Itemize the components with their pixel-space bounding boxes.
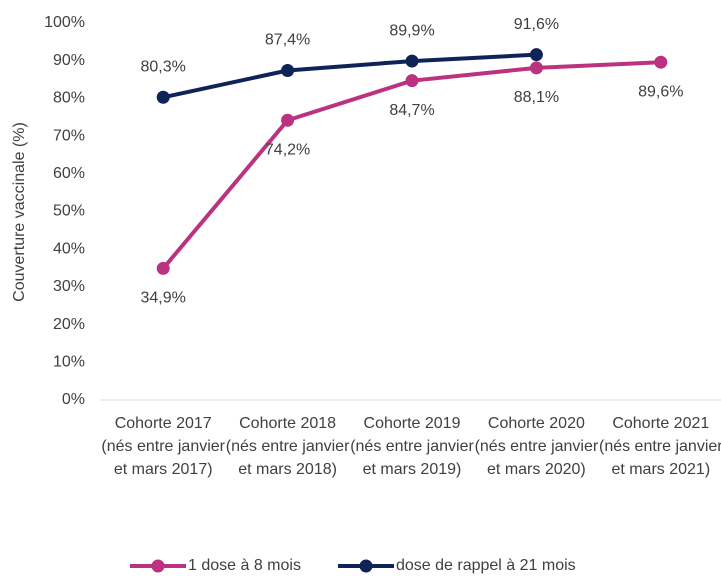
y-tick-label: 20%	[53, 316, 85, 333]
legend-label: 1 dose à 8 mois	[188, 557, 301, 574]
x-tick-label: Cohorte 2017 (nés entre janvier et mars …	[101, 415, 225, 478]
x-tick-label: Cohorte 2018 (nés entre janvier et mars …	[225, 415, 350, 478]
y-tick-label: 50%	[53, 203, 85, 220]
data-label: 87,4%	[265, 32, 310, 49]
point	[281, 113, 295, 127]
data-label: 91,6%	[514, 16, 559, 33]
point	[156, 90, 170, 104]
point	[405, 54, 419, 68]
y-tick-label: 60%	[53, 165, 85, 182]
y-tick-label: 30%	[53, 278, 85, 295]
legend-marker	[151, 559, 165, 573]
y-tick-label: 80%	[53, 90, 85, 107]
point	[654, 55, 668, 69]
y-tick-label: 40%	[53, 240, 85, 257]
series-line	[161, 60, 661, 270]
data-label: 34,9%	[141, 290, 186, 307]
series-line	[162, 52, 537, 100]
data-label: 88,1%	[514, 89, 559, 106]
data-label: 84,7%	[389, 102, 434, 119]
legend-marker	[359, 559, 373, 573]
data-label: 89,9%	[389, 22, 434, 39]
y-tick-label: 70%	[53, 127, 85, 144]
x-tick-label: Cohorte 2021 (nés entre janvier et mars …	[598, 415, 721, 478]
x-tick-label: Cohorte 2019 (nés entre janvier et mars …	[350, 415, 474, 478]
x-tick-label: Cohorte 2020 (nés entre janvier et mars …	[474, 415, 599, 478]
data-label: 80,3%	[141, 58, 186, 75]
y-tick-label: 100%	[44, 14, 85, 31]
y-tick-label: 90%	[53, 52, 85, 69]
point	[529, 61, 543, 75]
data-label: 89,6%	[638, 83, 683, 100]
y-axis-label: Couverture vaccinale (%)	[11, 122, 28, 302]
point	[281, 64, 295, 78]
data-label: 74,2%	[265, 141, 310, 158]
y-tick-label: 0%	[62, 391, 85, 408]
y-tick-label: 10%	[53, 354, 85, 371]
point	[405, 74, 419, 88]
point	[156, 261, 170, 275]
point	[529, 48, 543, 62]
legend-label: dose de rappel à 21 mois	[396, 557, 576, 574]
